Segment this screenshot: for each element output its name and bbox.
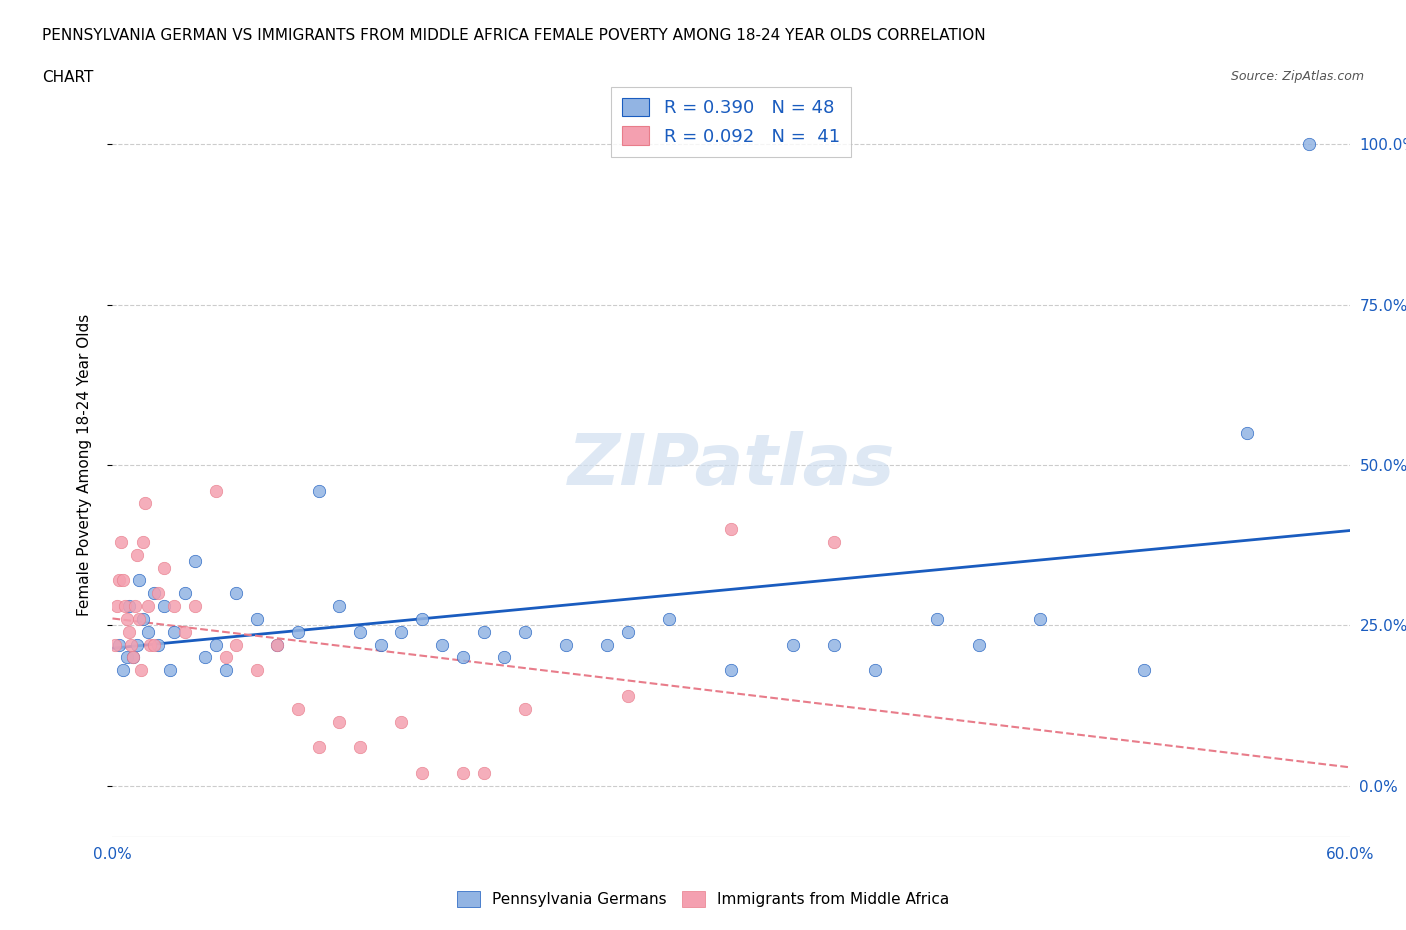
Point — [451, 650, 474, 665]
Point — [617, 624, 640, 639]
Point — [432, 637, 454, 652]
Point — [132, 612, 155, 627]
Point — [138, 637, 160, 652]
Point — [349, 624, 371, 639]
Point — [136, 599, 159, 614]
Point — [132, 535, 155, 550]
Text: 0.0%: 0.0% — [93, 846, 132, 861]
Point — [823, 637, 845, 652]
Point — [513, 624, 536, 639]
Point — [142, 637, 165, 652]
Legend: R = 0.390   N = 48, R = 0.092   N =  41: R = 0.390 N = 48, R = 0.092 N = 41 — [612, 87, 851, 156]
Point — [194, 650, 217, 665]
Point — [110, 535, 132, 550]
Point — [163, 624, 186, 639]
Point — [111, 663, 134, 678]
Point — [146, 637, 169, 652]
Point — [1132, 663, 1154, 678]
Point — [472, 624, 495, 639]
Point — [114, 599, 136, 614]
Point — [927, 612, 949, 627]
Point — [184, 599, 207, 614]
Point — [411, 765, 433, 780]
Point — [120, 637, 142, 652]
Point — [451, 765, 474, 780]
Point — [328, 599, 350, 614]
Point — [215, 650, 238, 665]
Point — [823, 535, 845, 550]
Point — [122, 650, 145, 665]
Point — [287, 701, 309, 716]
Point — [1298, 137, 1320, 152]
Point — [131, 663, 153, 678]
Point — [115, 650, 138, 665]
Point — [720, 522, 742, 537]
Point — [266, 637, 288, 652]
Point — [153, 560, 176, 575]
Point — [118, 599, 141, 614]
Point — [204, 484, 226, 498]
Point — [967, 637, 990, 652]
Point — [555, 637, 578, 652]
Point — [159, 663, 181, 678]
Point — [782, 637, 804, 652]
Point — [128, 612, 150, 627]
Point — [127, 637, 149, 652]
Point — [153, 599, 176, 614]
Point — [287, 624, 309, 639]
Point — [596, 637, 619, 652]
Point — [111, 573, 134, 588]
Point — [349, 739, 371, 754]
Point — [122, 650, 145, 665]
Point — [215, 663, 238, 678]
Point — [134, 496, 156, 511]
Point — [246, 612, 269, 627]
Point — [184, 553, 207, 568]
Point — [1236, 426, 1258, 441]
Point — [118, 624, 141, 639]
Point — [115, 612, 138, 627]
Y-axis label: Female Poverty Among 18-24 Year Olds: Female Poverty Among 18-24 Year Olds — [77, 314, 91, 617]
Point — [146, 586, 169, 601]
Point — [308, 484, 330, 498]
Text: ZIPatlas: ZIPatlas — [568, 431, 894, 499]
Point — [225, 637, 247, 652]
Text: Source: ZipAtlas.com: Source: ZipAtlas.com — [1230, 70, 1364, 83]
Point — [173, 586, 195, 601]
Point — [389, 624, 412, 639]
Point — [472, 765, 495, 780]
Point — [720, 663, 742, 678]
Point — [328, 714, 350, 729]
Point — [127, 548, 149, 563]
Point — [370, 637, 392, 652]
Point — [163, 599, 186, 614]
Point — [865, 663, 887, 678]
Point — [389, 714, 412, 729]
Point — [246, 663, 269, 678]
Point — [124, 599, 146, 614]
Point — [617, 688, 640, 703]
Point — [225, 586, 247, 601]
Point — [266, 637, 288, 652]
Text: CHART: CHART — [42, 70, 94, 85]
Point — [411, 612, 433, 627]
Point — [204, 637, 226, 652]
Point — [142, 586, 165, 601]
Point — [107, 573, 129, 588]
Point — [128, 573, 150, 588]
Point — [1029, 612, 1052, 627]
Point — [136, 624, 159, 639]
Text: PENNSYLVANIA GERMAN VS IMMIGRANTS FROM MIDDLE AFRICA FEMALE POVERTY AMONG 18-24 : PENNSYLVANIA GERMAN VS IMMIGRANTS FROM M… — [42, 28, 986, 43]
Point — [308, 739, 330, 754]
Legend: Pennsylvania Germans, Immigrants from Middle Africa: Pennsylvania Germans, Immigrants from Mi… — [451, 884, 955, 913]
Point — [105, 599, 128, 614]
Point — [494, 650, 516, 665]
Point — [103, 637, 125, 652]
Point — [107, 637, 129, 652]
Text: 60.0%: 60.0% — [1326, 846, 1374, 861]
Point — [513, 701, 536, 716]
Point — [658, 612, 681, 627]
Point — [173, 624, 195, 639]
